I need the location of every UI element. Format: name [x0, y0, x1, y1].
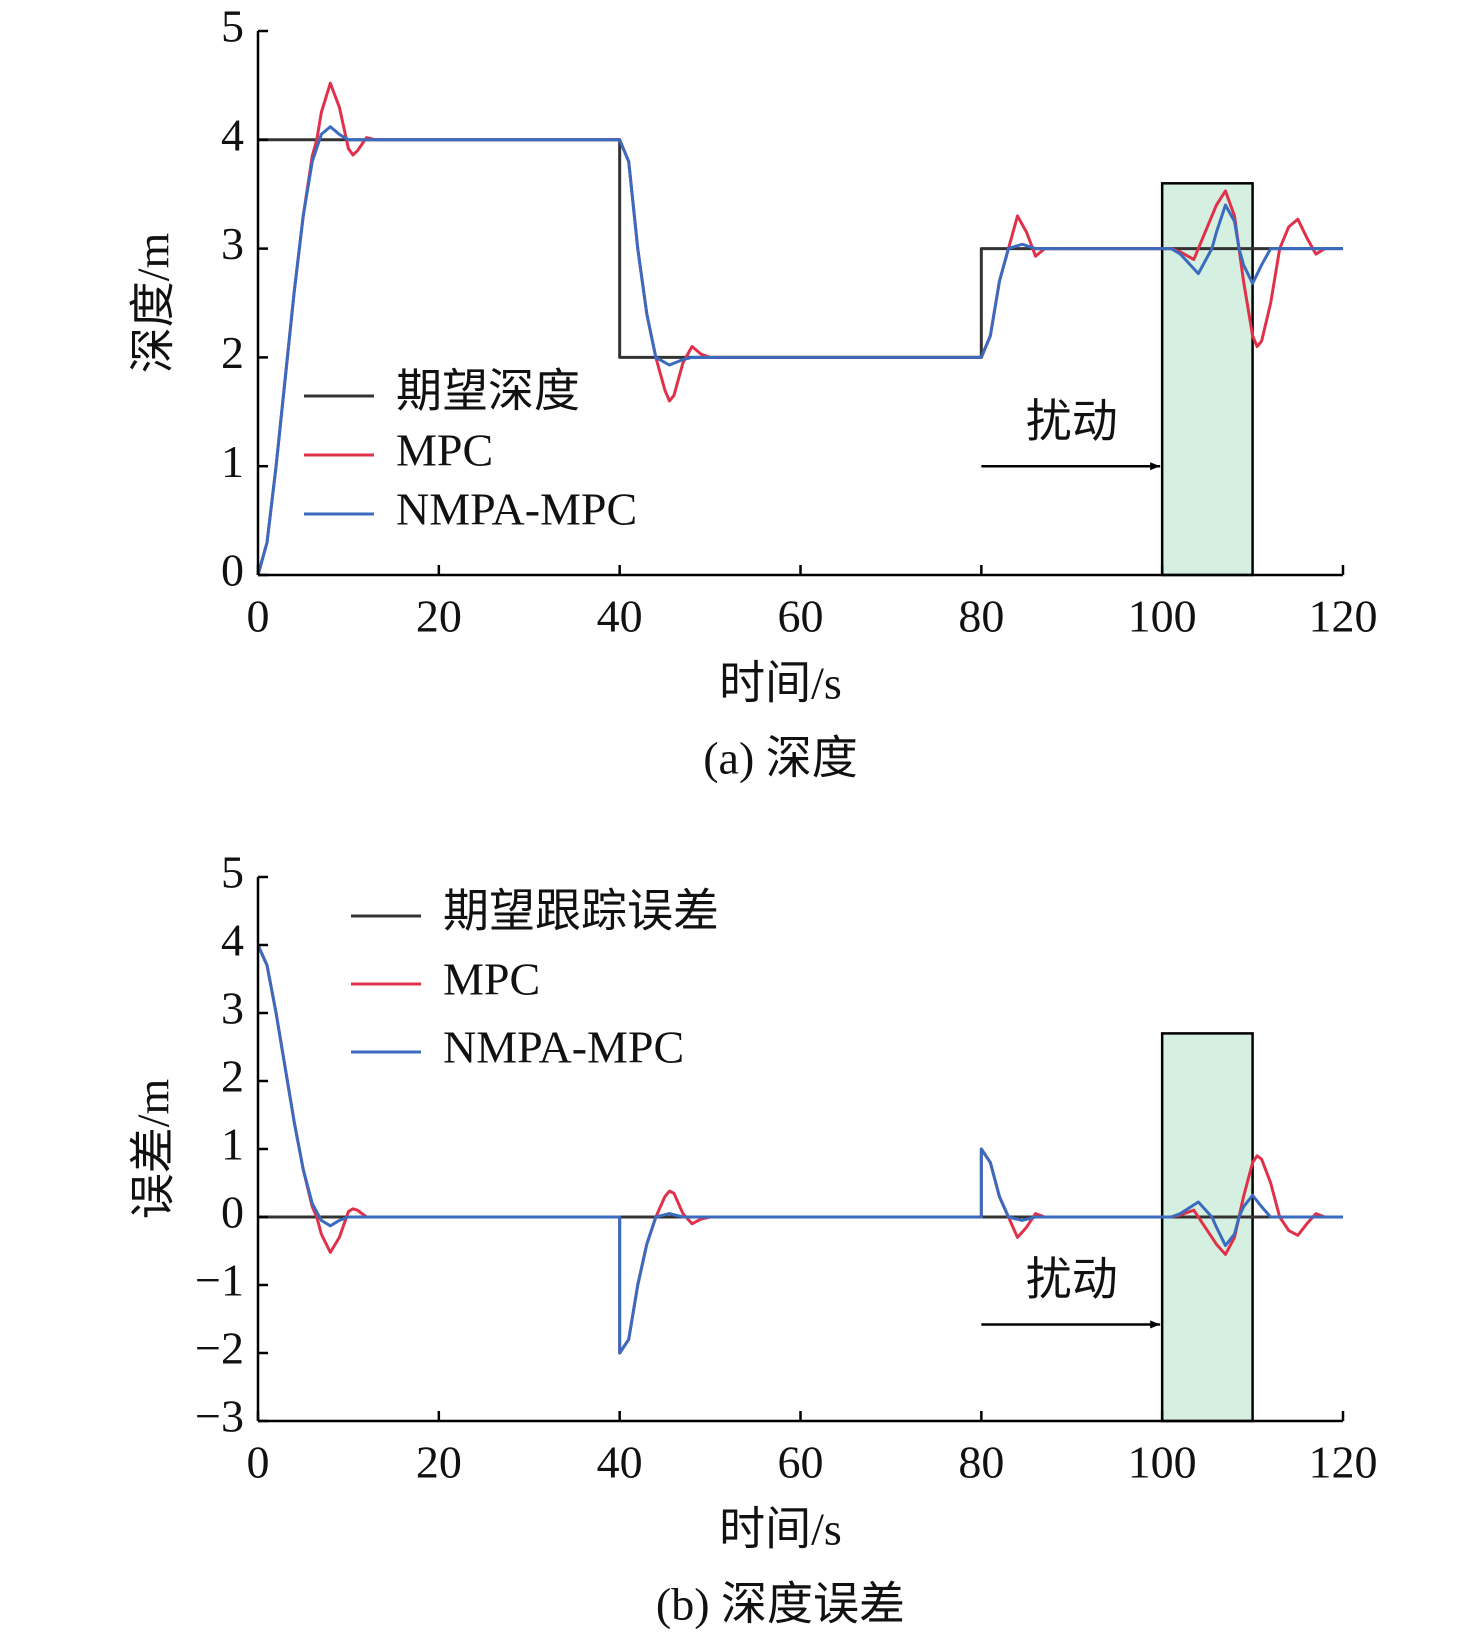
legend-label: NMPA-MPC: [443, 1022, 684, 1073]
annotation-text: 扰动: [1026, 396, 1118, 447]
highlight-box: [1160, 1032, 1254, 1423]
x-tick-label: 80: [958, 1437, 1004, 1488]
line: [256, 944, 1343, 1355]
y-axis-label: 深度/m: [128, 233, 179, 374]
y-tick-label: 3: [221, 983, 244, 1034]
x-axis-label: 时间/s: [719, 658, 842, 709]
x-tick-label: 100: [1128, 591, 1197, 642]
y-tick-label: 1: [221, 436, 244, 487]
x-axis-label: 时间/s: [719, 1504, 842, 1555]
y-tick-label: −3: [195, 1391, 244, 1442]
x-tick-label: 100: [1128, 1437, 1197, 1488]
annotation-text: 扰动: [1026, 1254, 1118, 1305]
y-tick-label: 5: [221, 847, 244, 898]
y-tick-label: 4: [221, 109, 244, 160]
y-tick-label: −1: [195, 1255, 244, 1306]
line: [256, 81, 1326, 576]
x-tick-label: 20: [416, 1437, 462, 1488]
caption: (b) 深度误差: [656, 1579, 905, 1630]
y-tick-label: 2: [221, 327, 244, 378]
y-tick-label: 1: [221, 1119, 244, 1170]
y-tick-label: 0: [221, 545, 244, 596]
y-tick-label: −2: [195, 1323, 244, 1374]
x-tick-label: 40: [597, 1437, 643, 1488]
x-tick-label: 120: [1309, 591, 1378, 642]
caption: (a) 深度: [703, 733, 858, 784]
x-tick-label: 120: [1309, 1437, 1378, 1488]
legend-label: 期望深度: [396, 366, 580, 417]
chart: 期望跟踪误差 MPC NMPA-MPC 0 20 40 60 80 100 120 −3 −2 −1 0 1…: [128, 847, 1378, 1630]
x-tick-label: 60: [778, 1437, 824, 1488]
legend-label: NMPA-MPC: [396, 484, 637, 535]
chart: 期望深度 MPC NMPA-MPC 0 20 40 60 80 100 120 0 1 2 3 4 5 时间/s…: [128, 1, 1378, 784]
y-axis-label: 误差/m: [128, 1079, 179, 1220]
y-tick-label: 3: [221, 218, 244, 269]
x-tick-label: 0: [247, 591, 270, 642]
legend-label: MPC: [443, 954, 540, 1005]
y-tick-label: 0: [221, 1187, 244, 1238]
line: [256, 125, 1343, 576]
legend-label: MPC: [396, 425, 493, 476]
y-tick-label: 5: [221, 1, 244, 52]
x-tick-label: 80: [958, 591, 1004, 642]
x-tick-label: 40: [597, 591, 643, 642]
x-tick-label: 20: [416, 591, 462, 642]
y-tick-label: 4: [221, 915, 244, 966]
y-tick-label: 2: [221, 1051, 244, 1102]
x-tick-label: 60: [778, 591, 824, 642]
legend-label: 期望跟踪误差: [443, 886, 719, 937]
x-tick-label: 0: [247, 1437, 270, 1488]
